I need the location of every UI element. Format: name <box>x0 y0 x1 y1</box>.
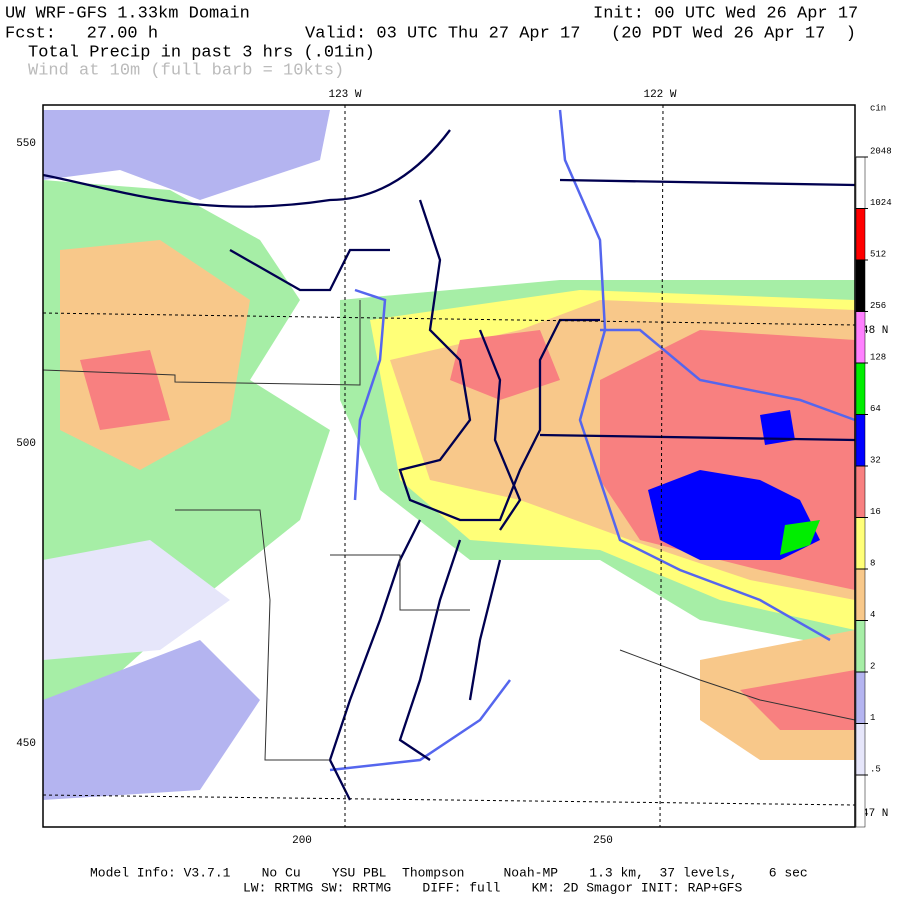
colorbar-segment <box>855 774 866 828</box>
lat-label: 47 N <box>862 808 888 820</box>
colorbar-segment <box>855 208 866 261</box>
grid-y-label: 500 <box>16 438 36 450</box>
model-physics: LW: RRTMG SW: RRTMG DIFF: full KM: 2D Sm… <box>243 880 742 895</box>
wind-label: Wind at 10m (full barb = 10kts) <box>28 61 344 80</box>
colorbar: cin .5 1 2 4 8 16 32 64 128 256 512 1024 2048 <box>855 103 892 828</box>
colorbar-segment <box>855 311 866 364</box>
colorbar-segment <box>855 671 866 724</box>
boundaries <box>42 300 856 761</box>
precip-shading <box>43 110 855 800</box>
field-label: Total Precip in past 3 hrs (.01in) <box>28 43 375 62</box>
lat-label: 48 N <box>862 325 888 337</box>
map-frame <box>42 104 856 828</box>
colorbar-segment <box>855 414 866 467</box>
colorbar-unit: cin <box>870 103 886 113</box>
grid-y-label: 450 <box>16 738 36 750</box>
model-info: Model Info: V3.7.1 No Cu YSU PBL Thompso… <box>90 865 808 880</box>
colorbar-label: 2 <box>870 661 875 671</box>
colorbar-label: 512 <box>870 249 886 259</box>
colorbar-label: 1024 <box>870 198 892 208</box>
colorbar-segment <box>855 568 866 621</box>
colorbar-label: 128 <box>870 352 886 362</box>
title: UW WRF-GFS 1.33km Domain <box>5 4 250 23</box>
colorbar-segment <box>855 723 866 776</box>
grid-x-label: 250 <box>593 835 613 847</box>
colorbar-label: 8 <box>870 558 875 568</box>
rivers <box>329 109 856 772</box>
colorbar-segment <box>855 465 866 518</box>
colorbar-label: 4 <box>870 610 875 620</box>
grid-x-label: 200 <box>292 835 312 847</box>
map <box>42 104 856 828</box>
colorbar-label: 2048 <box>870 146 892 156</box>
colorbar-label: 64 <box>870 404 881 414</box>
colorbar-segment <box>855 259 866 312</box>
coastlines <box>42 129 856 801</box>
colorbar-segment <box>855 156 866 209</box>
colorbar-label: 256 <box>870 301 886 311</box>
lon-label: 123 W <box>328 89 361 101</box>
colorbar-label: .5 <box>870 764 881 774</box>
graticule <box>42 104 856 828</box>
colorbar-label: 32 <box>870 455 881 465</box>
colorbar-segment <box>855 362 866 415</box>
lon-label: 122 W <box>643 89 676 101</box>
grid-y-label: 550 <box>16 138 36 150</box>
colorbar-segment <box>855 620 866 673</box>
colorbar-segment <box>855 517 866 570</box>
colorbar-label: 1 <box>870 713 875 723</box>
valid-time: Valid: 03 UTC Thu 27 Apr 17 (20 PDT Wed … <box>305 24 856 43</box>
forecast-hour: Fcst: 27.00 h <box>5 24 158 43</box>
colorbar-label: 16 <box>870 507 881 517</box>
init-time: Init: 00 UTC Wed 26 Apr 17 <box>593 4 858 23</box>
